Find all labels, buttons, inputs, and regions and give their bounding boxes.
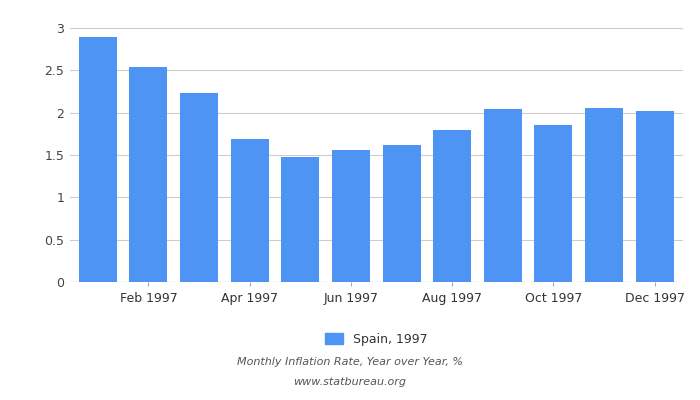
Bar xyxy=(79,37,117,282)
Bar xyxy=(484,109,522,282)
Bar xyxy=(231,139,269,282)
Bar xyxy=(534,124,573,282)
Bar xyxy=(130,67,167,282)
Bar xyxy=(281,157,319,282)
Bar xyxy=(180,93,218,282)
Bar xyxy=(332,150,370,282)
Text: Monthly Inflation Rate, Year over Year, %: Monthly Inflation Rate, Year over Year, … xyxy=(237,357,463,367)
Legend: Spain, 1997: Spain, 1997 xyxy=(325,333,428,346)
Bar xyxy=(383,145,421,282)
Text: www.statbureau.org: www.statbureau.org xyxy=(293,377,407,387)
Bar xyxy=(433,130,471,282)
Bar xyxy=(585,108,623,282)
Bar xyxy=(636,111,673,282)
